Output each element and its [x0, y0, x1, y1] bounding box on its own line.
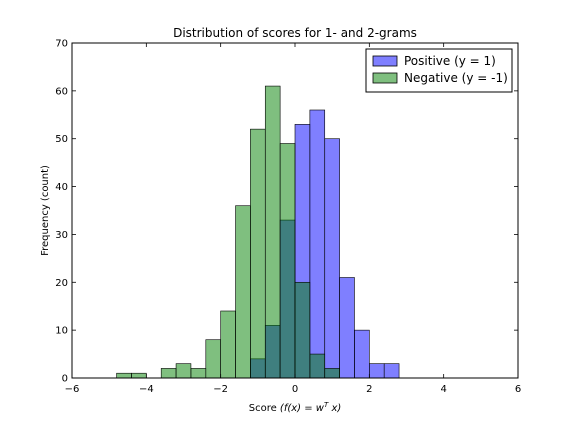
y-tick-label: 40 — [55, 182, 68, 193]
y-tick-label: 10 — [55, 326, 68, 337]
legend: Positive (y = 1) Negative (y = -1) — [365, 48, 513, 93]
legend-label-negative: Negative (y = -1) — [404, 71, 508, 85]
y-tick-label: 60 — [55, 86, 68, 97]
bar-negative-2 — [131, 372, 147, 379]
y-tick-label: 20 — [55, 278, 68, 289]
bar-negative-8 — [235, 205, 251, 379]
bar-positive-5 — [324, 138, 340, 379]
y-tick-label: 50 — [55, 134, 68, 145]
bar-negative-7 — [220, 310, 236, 379]
x-axis-label: Score (f(x) = wT x) — [249, 401, 342, 414]
bar-negative-6 — [205, 339, 221, 379]
y-axis-label: Frequency (count) — [40, 165, 51, 256]
x-axis-label-formula-tail: x) — [328, 403, 341, 414]
bar-positive-7 — [354, 329, 370, 379]
bar-negative-13 — [309, 353, 326, 379]
legend-swatch-positive — [372, 55, 398, 67]
bar-positive-6 — [339, 277, 355, 379]
x-tick-label: −6 — [65, 384, 80, 395]
bar-negative-14 — [324, 368, 340, 379]
x-tick-label: 2 — [366, 384, 372, 395]
bar-negative-11 — [279, 143, 296, 379]
bar-positive-4 — [309, 109, 326, 379]
x-axis-label-prefix: Score — [249, 403, 280, 414]
legend-swatch-negative — [372, 72, 398, 84]
x-tick-label: −2 — [213, 384, 228, 395]
x-tick-label: 4 — [440, 384, 446, 395]
x-tick-label: 6 — [515, 384, 521, 395]
bar-negative-10 — [264, 85, 281, 379]
y-tick-label: 70 — [55, 39, 68, 50]
legend-label-positive: Positive (y = 1) — [404, 54, 496, 68]
bar-negative-9 — [250, 128, 266, 379]
bar-negative-5 — [190, 368, 207, 379]
x-tick-label: −4 — [139, 384, 154, 395]
bar-negative-3 — [160, 368, 177, 379]
bar-negative-1 — [116, 372, 132, 379]
y-tick-label: 0 — [62, 374, 68, 385]
bar-positive-9 — [383, 363, 400, 379]
x-axis-label-formula: (f(x) = w — [280, 403, 325, 414]
x-tick-label: 0 — [292, 384, 298, 395]
chart-title: Distribution of scores for 1- and 2-gram… — [173, 26, 417, 40]
y-tick-label: 30 — [55, 230, 68, 241]
bars-layer — [116, 85, 400, 379]
bar-positive-8 — [369, 363, 385, 379]
x-axis-label-superscript: T — [324, 401, 329, 409]
bar-negative-4 — [175, 363, 192, 379]
bar-negative-12 — [294, 281, 311, 379]
